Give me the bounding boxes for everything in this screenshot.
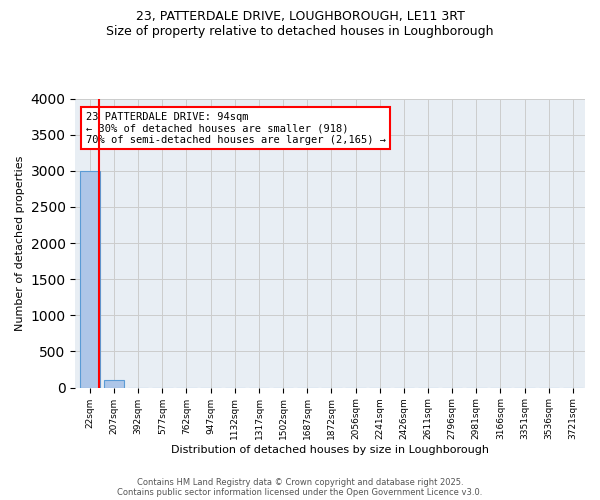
X-axis label: Distribution of detached houses by size in Loughborough: Distribution of detached houses by size … (171, 445, 489, 455)
Text: Contains HM Land Registry data © Crown copyright and database right 2025.
Contai: Contains HM Land Registry data © Crown c… (118, 478, 482, 497)
Bar (80, 171, 100, 388)
Bar (104, 380, 124, 388)
Text: 23 PATTERDALE DRIVE: 94sqm
← 30% of detached houses are smaller (918)
70% of sem: 23 PATTERDALE DRIVE: 94sqm ← 30% of deta… (86, 112, 386, 144)
Text: 23, PATTERDALE DRIVE, LOUGHBOROUGH, LE11 3RT
Size of property relative to detach: 23, PATTERDALE DRIVE, LOUGHBOROUGH, LE11… (106, 10, 494, 38)
Y-axis label: Number of detached properties: Number of detached properties (15, 156, 25, 330)
